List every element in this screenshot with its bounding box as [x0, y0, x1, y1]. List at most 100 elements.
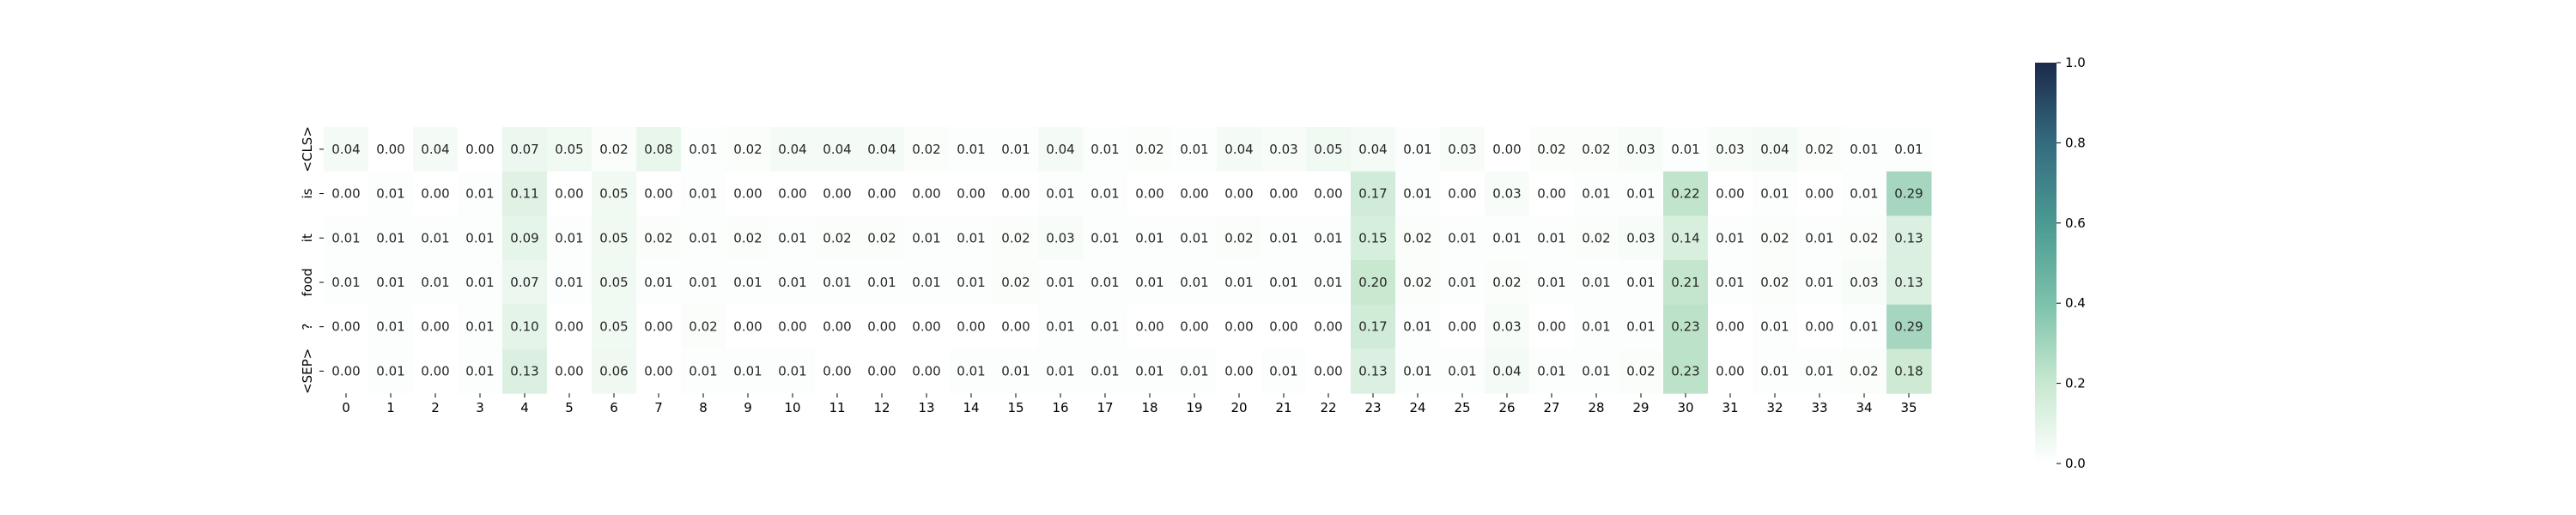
- cell-value-label: 0.01: [778, 275, 806, 290]
- cell-value-label: 0.00: [1716, 363, 1744, 379]
- heatmap-cell: [949, 127, 994, 173]
- cell-value-label: 0.08: [644, 142, 672, 157]
- heatmap-cell: [1083, 304, 1128, 349]
- cell-value-label: 0.04: [1492, 363, 1521, 379]
- cell-value-label: 0.01: [1448, 363, 1476, 379]
- heatmap-cell: [1217, 304, 1262, 349]
- heatmap-cell: [1261, 171, 1307, 216]
- heatmap-cell: [1306, 127, 1352, 173]
- heatmap-cell: [368, 215, 414, 261]
- cell-value-label: 0.01: [689, 142, 717, 157]
- heatmap-cell: [726, 348, 771, 394]
- heatmap-cell: [1395, 260, 1441, 306]
- cell-value-label: 0.02: [1850, 363, 1878, 379]
- cell-value-label: 0.02: [1135, 142, 1163, 157]
- cell-value-label: 0.04: [1046, 142, 1074, 157]
- heatmap-cell: [1708, 171, 1753, 216]
- heatmap-cell: [726, 127, 771, 173]
- cell-value-label: 0.02: [599, 142, 628, 157]
- heatmap-cell: [1217, 171, 1262, 216]
- heatmap-cell: [1619, 215, 1664, 261]
- heatmap-cell: [413, 171, 459, 216]
- heatmap-cell: [547, 127, 592, 173]
- cell-value-label: 0.01: [823, 275, 851, 290]
- heatmap-cell: [1172, 304, 1218, 349]
- cell-value-label: 0.05: [599, 275, 628, 290]
- colorbar-tick-label: 0.4: [2065, 295, 2086, 311]
- cell-value-label: 0.05: [599, 186, 628, 202]
- heatmap-cell: [815, 171, 860, 216]
- cell-value-label: 0.17: [1358, 319, 1387, 335]
- cell-value-label: 0.23: [1671, 363, 1699, 379]
- heatmap-cell: [993, 348, 1039, 394]
- heatmap-cells: [324, 127, 1932, 394]
- cell-value-label: 0.01: [1046, 275, 1074, 290]
- heatmap-cell: [726, 304, 771, 349]
- heatmap-cell: [368, 260, 414, 306]
- cell-value-label: 0.01: [1537, 230, 1565, 245]
- cell-value-label: 0.01: [465, 275, 494, 290]
- heatmap-cell: [1261, 127, 1307, 173]
- x-tick-label: 9: [744, 400, 752, 415]
- heatmap-cell: [681, 215, 726, 261]
- heatmap-cell: [770, 348, 816, 394]
- cell-value-label: 0.06: [599, 363, 628, 379]
- heatmap-cell: [1797, 171, 1843, 216]
- cell-value-label: 0.00: [1180, 319, 1208, 335]
- heatmap-cell: [904, 348, 950, 394]
- cell-value-label: 0.01: [1805, 230, 1833, 245]
- heatmap-cell: [636, 127, 682, 173]
- cell-value-label: 0.00: [1224, 319, 1253, 335]
- cell-value-label: 0.01: [1716, 230, 1744, 245]
- cell-value-label: 0.01: [778, 363, 806, 379]
- heatmap-cell: [1485, 171, 1530, 216]
- cell-value-label: 0.01: [1091, 230, 1119, 245]
- heatmap-cell: [1619, 171, 1664, 216]
- heatmap-cell: [1306, 171, 1352, 216]
- cell-value-label: 0.02: [1626, 363, 1655, 379]
- cell-value-label: 0.00: [1135, 186, 1163, 202]
- cell-value-label: 0.03: [1448, 142, 1476, 157]
- heatmap-cell: [1663, 304, 1709, 349]
- y-tick-label: it: [300, 233, 315, 242]
- x-tick-label: 32: [1766, 400, 1783, 415]
- cell-value-label: 0.00: [912, 363, 940, 379]
- heatmap-cell: [1351, 215, 1396, 261]
- heatmap-cell: [1172, 260, 1218, 306]
- heatmap-cell: [413, 127, 459, 173]
- colorbar: 0.0 0.2 0.4 0.6 0.8 1.0: [2035, 55, 2086, 471]
- cell-value-label: 0.10: [510, 319, 538, 335]
- cell-value-label: 0.01: [1537, 275, 1565, 290]
- cell-value-label: 0.11: [510, 186, 538, 202]
- heatmap-cell: [1306, 304, 1352, 349]
- cell-value-label: 0.01: [1314, 230, 1342, 245]
- heatmap-cell: [1261, 260, 1307, 306]
- heatmap-cell: [949, 171, 994, 216]
- heatmap-cell: [1217, 127, 1262, 173]
- heatmap-cell: [368, 304, 414, 349]
- cell-value-label: 0.01: [1135, 275, 1163, 290]
- cell-value-label: 0.00: [1716, 319, 1744, 335]
- y-tick-label: food: [300, 268, 315, 296]
- cell-value-label: 0.02: [1403, 230, 1431, 245]
- cell-value-label: 0.00: [644, 186, 672, 202]
- heatmap-cell: [547, 260, 592, 306]
- cell-value-label: 0.00: [823, 363, 851, 379]
- heatmap-cell: [904, 260, 950, 306]
- cell-value-label: 0.02: [1582, 230, 1610, 245]
- heatmap-cell: [1395, 304, 1441, 349]
- heatmap-cell: [1529, 171, 1575, 216]
- cell-value-label: 0.01: [331, 275, 360, 290]
- heatmap-cell: [1306, 260, 1352, 306]
- heatmap-cell: [815, 304, 860, 349]
- cell-value-label: 0.00: [1492, 142, 1521, 157]
- heatmap-cell: [1127, 304, 1173, 349]
- heatmap-cell: [949, 348, 994, 394]
- heatmap-cell: [1038, 260, 1084, 306]
- cell-value-label: 0.29: [1894, 186, 1923, 202]
- heatmap-cell: [860, 348, 905, 394]
- heatmap-cell: [1574, 348, 1619, 394]
- heatmap-cell: [1842, 127, 1887, 173]
- heatmap-cell: [636, 260, 682, 306]
- cell-value-label: 0.01: [1626, 319, 1655, 335]
